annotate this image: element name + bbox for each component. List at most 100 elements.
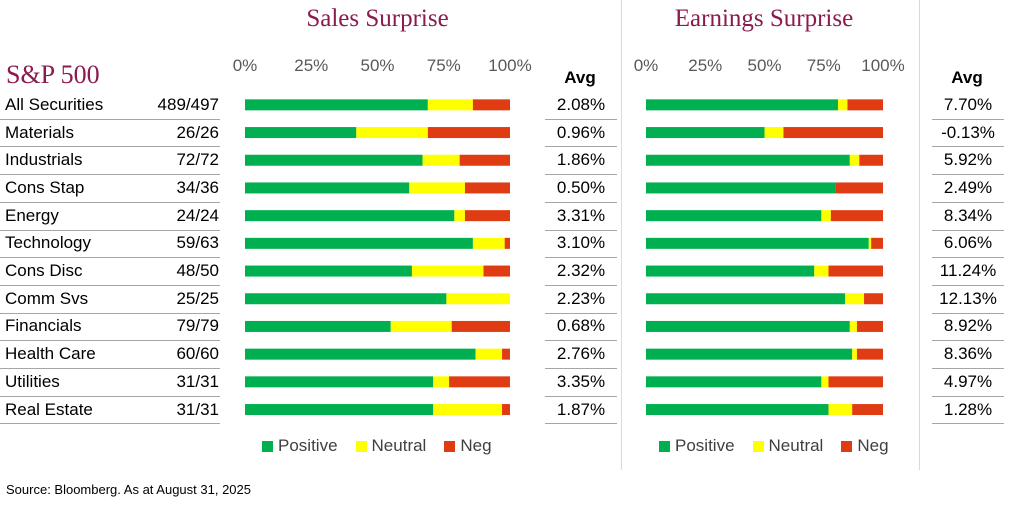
earnings-surprise-title: Earnings Surprise — [674, 5, 854, 32]
row-label: Energy — [5, 205, 59, 225]
earnings-avg-separator — [932, 284, 1004, 286]
earnings-bar-neutral — [845, 293, 865, 305]
row-separator — [0, 340, 220, 342]
earnings-avg-separator — [932, 118, 1004, 120]
earnings-bar-positive — [646, 210, 822, 222]
sales-bar-neg — [427, 127, 510, 139]
sales-avg-value: 1.87% — [556, 399, 606, 419]
row-count: 25/25 — [176, 288, 219, 308]
row-separator — [0, 284, 220, 286]
legend-neg-swatch — [444, 440, 456, 452]
earnings-bar-neg — [856, 348, 883, 360]
sales-avg-separator — [545, 174, 617, 176]
earnings-avg-value: 11.24% — [939, 261, 997, 281]
sales-bar-neutral — [427, 99, 473, 111]
sales-bar-neutral — [411, 265, 484, 277]
sales-bar-positive — [245, 237, 473, 249]
sales-avg-separator — [545, 340, 617, 342]
sales-bar-positive — [245, 404, 434, 416]
legend-neutral-swatch — [752, 440, 764, 452]
earnings-x-tick-label: 75% — [806, 56, 841, 75]
sales-avg-header: Avg — [564, 68, 596, 87]
row-separator — [0, 229, 220, 231]
earnings-bar-positive — [646, 376, 822, 388]
row-label: Industrials — [5, 150, 83, 170]
row-count: 26/26 — [176, 122, 219, 142]
legend-positive-label: Positive — [278, 436, 338, 455]
sales-bar-neg — [464, 210, 510, 222]
legend-neg-label: Neg — [857, 436, 889, 455]
earnings-bar-neutral — [852, 348, 857, 360]
earnings-bar-neg — [856, 320, 883, 332]
sales-surprise-title: Sales Surprise — [306, 5, 449, 32]
sales-bar-neg — [504, 237, 510, 249]
earnings-avg-separator — [932, 257, 1004, 259]
earnings-avg-separator — [932, 423, 1004, 425]
earnings-bar-positive — [646, 99, 838, 111]
legend-neutral: Neutral — [752, 436, 823, 456]
earnings-avg-separator — [932, 229, 1004, 231]
earnings-avg-value: 8.36% — [943, 344, 993, 364]
panel-divider-left — [621, 0, 622, 470]
earnings-bar-positive — [646, 237, 869, 249]
row-separator — [0, 201, 220, 203]
sales-bar-neutral — [433, 404, 503, 416]
legend-neutral-label: Neutral — [371, 436, 427, 455]
earnings-avg-separator — [932, 201, 1004, 203]
sales-bar-positive — [245, 348, 476, 360]
legend-neutral-swatch — [355, 440, 367, 452]
earnings-bar-neutral — [849, 320, 857, 332]
sales-bar-neg — [459, 154, 510, 166]
earnings-bar-neg — [847, 99, 883, 111]
sales-bar-neutral — [454, 210, 465, 222]
row-label: Materials — [5, 122, 74, 142]
earnings-bar-positive — [646, 182, 836, 194]
earnings-bar-neg — [835, 182, 883, 194]
row-label: Financials — [5, 316, 82, 336]
sales-avg-separator — [545, 201, 617, 203]
sales-avg-value: 0.50% — [556, 177, 606, 197]
sales-bar-neg — [464, 182, 510, 194]
row-label: Technology — [5, 233, 92, 253]
sales-x-tick-label: 50% — [360, 56, 395, 75]
earnings-bar-neg — [859, 154, 883, 166]
earnings-bar-neutral — [849, 154, 860, 166]
sales-avg-separator — [545, 229, 617, 231]
sales-avg-value: 3.10% — [556, 233, 606, 253]
legend-neutral: Neutral — [355, 436, 427, 456]
earnings-x-tick-label: 100% — [861, 56, 905, 75]
sales-bar-positive — [245, 99, 428, 111]
sales-avg-value: 2.23% — [556, 288, 606, 308]
row-label: All Securities — [5, 94, 104, 114]
row-count: 24/24 — [176, 205, 219, 225]
row-count: 60/60 — [176, 344, 219, 364]
earnings-bar-neutral — [814, 265, 829, 277]
sales-bar-neg — [502, 404, 510, 416]
row-separator — [0, 257, 220, 259]
sales-legend: Positive Neutral Neg — [262, 436, 492, 456]
earnings-x-tick-label: 25% — [688, 56, 723, 75]
sales-x-tick-label: 25% — [294, 56, 329, 75]
row-label: Real Estate — [5, 399, 93, 419]
earnings-bar-neg — [852, 404, 883, 416]
sales-bar-positive — [245, 320, 391, 332]
row-count: 48/50 — [176, 261, 219, 281]
row-label: Health Care — [5, 344, 96, 364]
sales-bar-neg — [472, 99, 510, 111]
sales-bar-positive — [245, 182, 410, 194]
row-separator — [0, 312, 220, 314]
earnings-bar-neg — [864, 293, 883, 305]
sales-bar-neg — [483, 265, 510, 277]
sales-bar-neutral — [390, 320, 452, 332]
earnings-bar-neg — [783, 127, 883, 139]
row-separator — [0, 395, 220, 397]
earnings-avg-separator — [932, 146, 1004, 148]
sales-bar-neg — [451, 320, 510, 332]
sales-avg-value: 2.08% — [556, 94, 606, 114]
row-separator — [0, 118, 220, 120]
row-count: 34/36 — [176, 177, 219, 197]
sales-avg-separator — [545, 368, 617, 369]
legend-positive-swatch — [659, 440, 670, 452]
